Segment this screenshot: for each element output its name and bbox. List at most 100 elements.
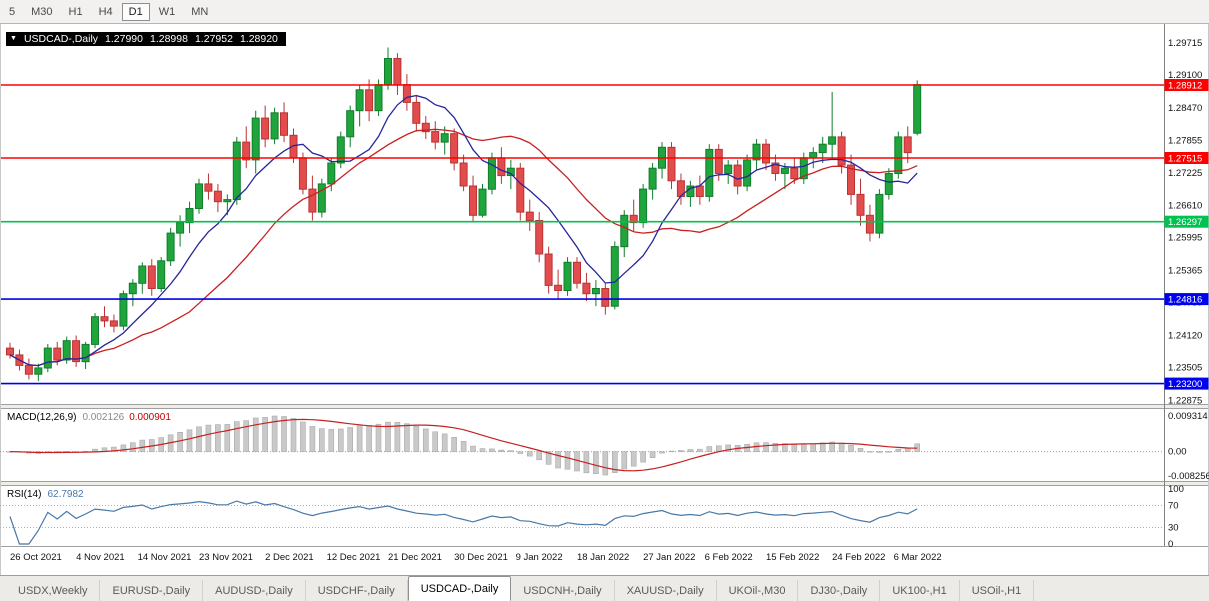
timeframe-button-m30[interactable]: M30: [31, 5, 53, 18]
price-axis[interactable]: 1.29715 1.29100 1.28470 1.27855 1.27225 1.266…: [1164, 38, 1209, 407]
macd-histogram-bar: [441, 433, 448, 452]
chart-area: 1.29715 1.29100 1.28470 1.27855 1.27225 1.266…: [0, 24, 1209, 575]
macd-histogram-bar: [772, 442, 779, 452]
timeframe-button-h1[interactable]: H1: [68, 5, 83, 18]
chart-tab-eurusd-daily[interactable]: EURUSD-,Daily: [100, 580, 204, 601]
macd-histogram-bar: [668, 450, 675, 453]
macd-histogram-bar: [224, 424, 231, 452]
price-line-badge: [1164, 152, 1209, 164]
chart-symbol: USDCAD-,Daily: [23, 33, 99, 45]
chart-tab-usdchf-daily[interactable]: USDCHF-,Daily: [306, 580, 408, 601]
price-axis-label: 1.29715: [1168, 38, 1202, 49]
price-axis-label: 1.28470: [1168, 103, 1202, 114]
price-line-badge: [1164, 377, 1209, 390]
macd-histogram-bar: [564, 451, 571, 470]
price-axis-label: 1.24120: [1168, 331, 1202, 342]
date-axis-label: 21 Dec 2021: [388, 552, 442, 563]
macd-histogram-bar: [243, 420, 249, 452]
chart-tab-audusd-daily[interactable]: AUDUSD-,Daily: [203, 580, 306, 601]
macd-histogram-bar: [838, 442, 845, 452]
price-lines-layer[interactable]: [0, 84, 1164, 385]
macd-histogram-bar: [895, 448, 902, 452]
rsi-line: [9, 500, 918, 545]
macd-histogram-bar: [621, 451, 628, 470]
macd-histogram-bar: [555, 451, 561, 469]
macd-histogram-bar: [262, 417, 268, 452]
macd-histogram-bar: [640, 451, 646, 463]
timeframe-button-h4[interactable]: H4: [98, 5, 113, 18]
macd-histogram-bar: [536, 451, 543, 461]
date-axis-label: 9 Jan 2022: [516, 552, 563, 563]
macd-histogram-bar: [715, 445, 722, 452]
macd-axis-min: -0.008256: [1168, 471, 1209, 482]
chart-ohlc-header: ▼ USDCAD-,Daily 1.27990 1.28998 1.27952 …: [6, 32, 286, 46]
chart-tab-usdx-weekly[interactable]: USDX,Weekly: [6, 580, 101, 601]
chart-tab-usdcnh-daily[interactable]: USDCNH-,Daily: [511, 580, 615, 601]
macd-axis-max: 0.009314: [1168, 411, 1208, 422]
macd-panel: 0.009314 0.00 -0.008256: [0, 411, 1209, 482]
ohlc-close: 1.28920: [239, 33, 278, 45]
rsi-axis-label: 0: [1168, 539, 1173, 550]
ma-fast-line: [9, 94, 918, 367]
date-axis-label: 6 Mar 2022: [894, 552, 942, 563]
date-axis-label: 6 Feb 2022: [705, 552, 753, 563]
timeframe-toolbar: 5 M30 H1 H4 D1 W1 MN: [0, 0, 1209, 24]
macd-histogram-bar: [300, 421, 306, 452]
svg-text:1.26297: 1.26297: [1168, 217, 1202, 228]
chart-tab-usoil-h1[interactable]: USOil-,H1: [960, 580, 1035, 601]
macd-histogram-bar: [460, 440, 467, 452]
timeframe-button-5[interactable]: 5: [9, 5, 16, 18]
price-axis-label: 1.29100: [1168, 70, 1202, 81]
macd-histogram-bar: [290, 418, 297, 452]
macd-axis-zero: 0.00: [1168, 447, 1187, 458]
macd-histogram-bar: [526, 451, 533, 457]
macd-histogram-bar: [545, 451, 552, 465]
macd-histogram-bar: [186, 429, 193, 452]
macd-histogram-bar: [885, 451, 892, 453]
macd-histogram-bar: [867, 451, 873, 453]
macd-histogram-bar: [404, 423, 410, 452]
date-axis-label: 18 Jan 2022: [577, 552, 629, 563]
macd-histogram-bar: [271, 415, 278, 452]
svg-text:1.28912: 1.28912: [1168, 81, 1202, 92]
macd-name: MACD(12,26,9): [7, 412, 77, 423]
chart-tab-ukoil-m30[interactable]: UKOil-,M30: [717, 580, 799, 601]
symbol-dropdown-icon[interactable]: ▼: [10, 35, 17, 42]
macd-histogram-bar: [876, 451, 883, 453]
price-line-badge: [1164, 79, 1209, 91]
chart-tab-usdcad-daily[interactable]: USDCAD-,Daily: [407, 576, 512, 601]
timeframe-button-d1[interactable]: D1: [121, 2, 150, 21]
date-axis-label: 2 Dec 2021: [265, 552, 314, 563]
chart-tab-uk100-h1[interactable]: UK100-,H1: [880, 580, 960, 601]
macd-histogram-bar: [451, 436, 457, 452]
rsi-axis-label: 30: [1168, 523, 1179, 534]
macd-histogram-bar: [139, 439, 146, 452]
date-axis[interactable]: 26 Oct 2021 4 Nov 2021 14 Nov 2021 23 Nov 2…: [10, 552, 942, 563]
price-axis-label: 1.27855: [1168, 135, 1202, 146]
macd-signal-value: 0.000901: [129, 412, 171, 423]
macd-indicator-label: MACD(12,26,9) 0.002126 0.000901: [7, 412, 171, 423]
chart-tab-xauusd-daily[interactable]: XAUUSD-,Daily: [615, 580, 717, 601]
candlestick-chart[interactable]: 1.29715 1.29100 1.28470 1.27855 1.27225 1.266…: [0, 24, 1209, 575]
macd-histogram-bar: [602, 451, 609, 476]
macd-histogram-bar: [678, 450, 684, 452]
price-line-badge: [1164, 293, 1209, 306]
macd-histogram-bar: [649, 451, 656, 459]
price-axis-label: 1.23505: [1168, 363, 1202, 374]
timeframe-button-w1[interactable]: W1: [158, 5, 176, 18]
price-line-badge: [1164, 215, 1209, 228]
macd-histogram-bar: [385, 421, 391, 452]
macd-histogram-bar: [630, 451, 637, 467]
macd-signal-line: [9, 418, 918, 472]
timeframe-button-mn[interactable]: MN: [191, 5, 209, 18]
rsi-axis-label: 100: [1168, 484, 1184, 495]
date-axis-label: 30 Dec 2021: [454, 552, 508, 563]
macd-histogram-bar: [337, 428, 344, 452]
macd-histogram-bar: [347, 427, 354, 452]
macd-histogram-bar: [177, 431, 183, 452]
chart-tabs-bar: USDX,Weekly EURUSD-,Daily AUDUSD-,Daily USD…: [0, 575, 1209, 601]
price-axis-label: 1.26610: [1168, 200, 1202, 211]
chart-tab-dj30-daily[interactable]: DJ30-,Daily: [798, 580, 881, 601]
macd-histogram-bar: [328, 429, 335, 452]
rsi-indicator-label: RSI(14) 62.7982: [7, 489, 84, 500]
